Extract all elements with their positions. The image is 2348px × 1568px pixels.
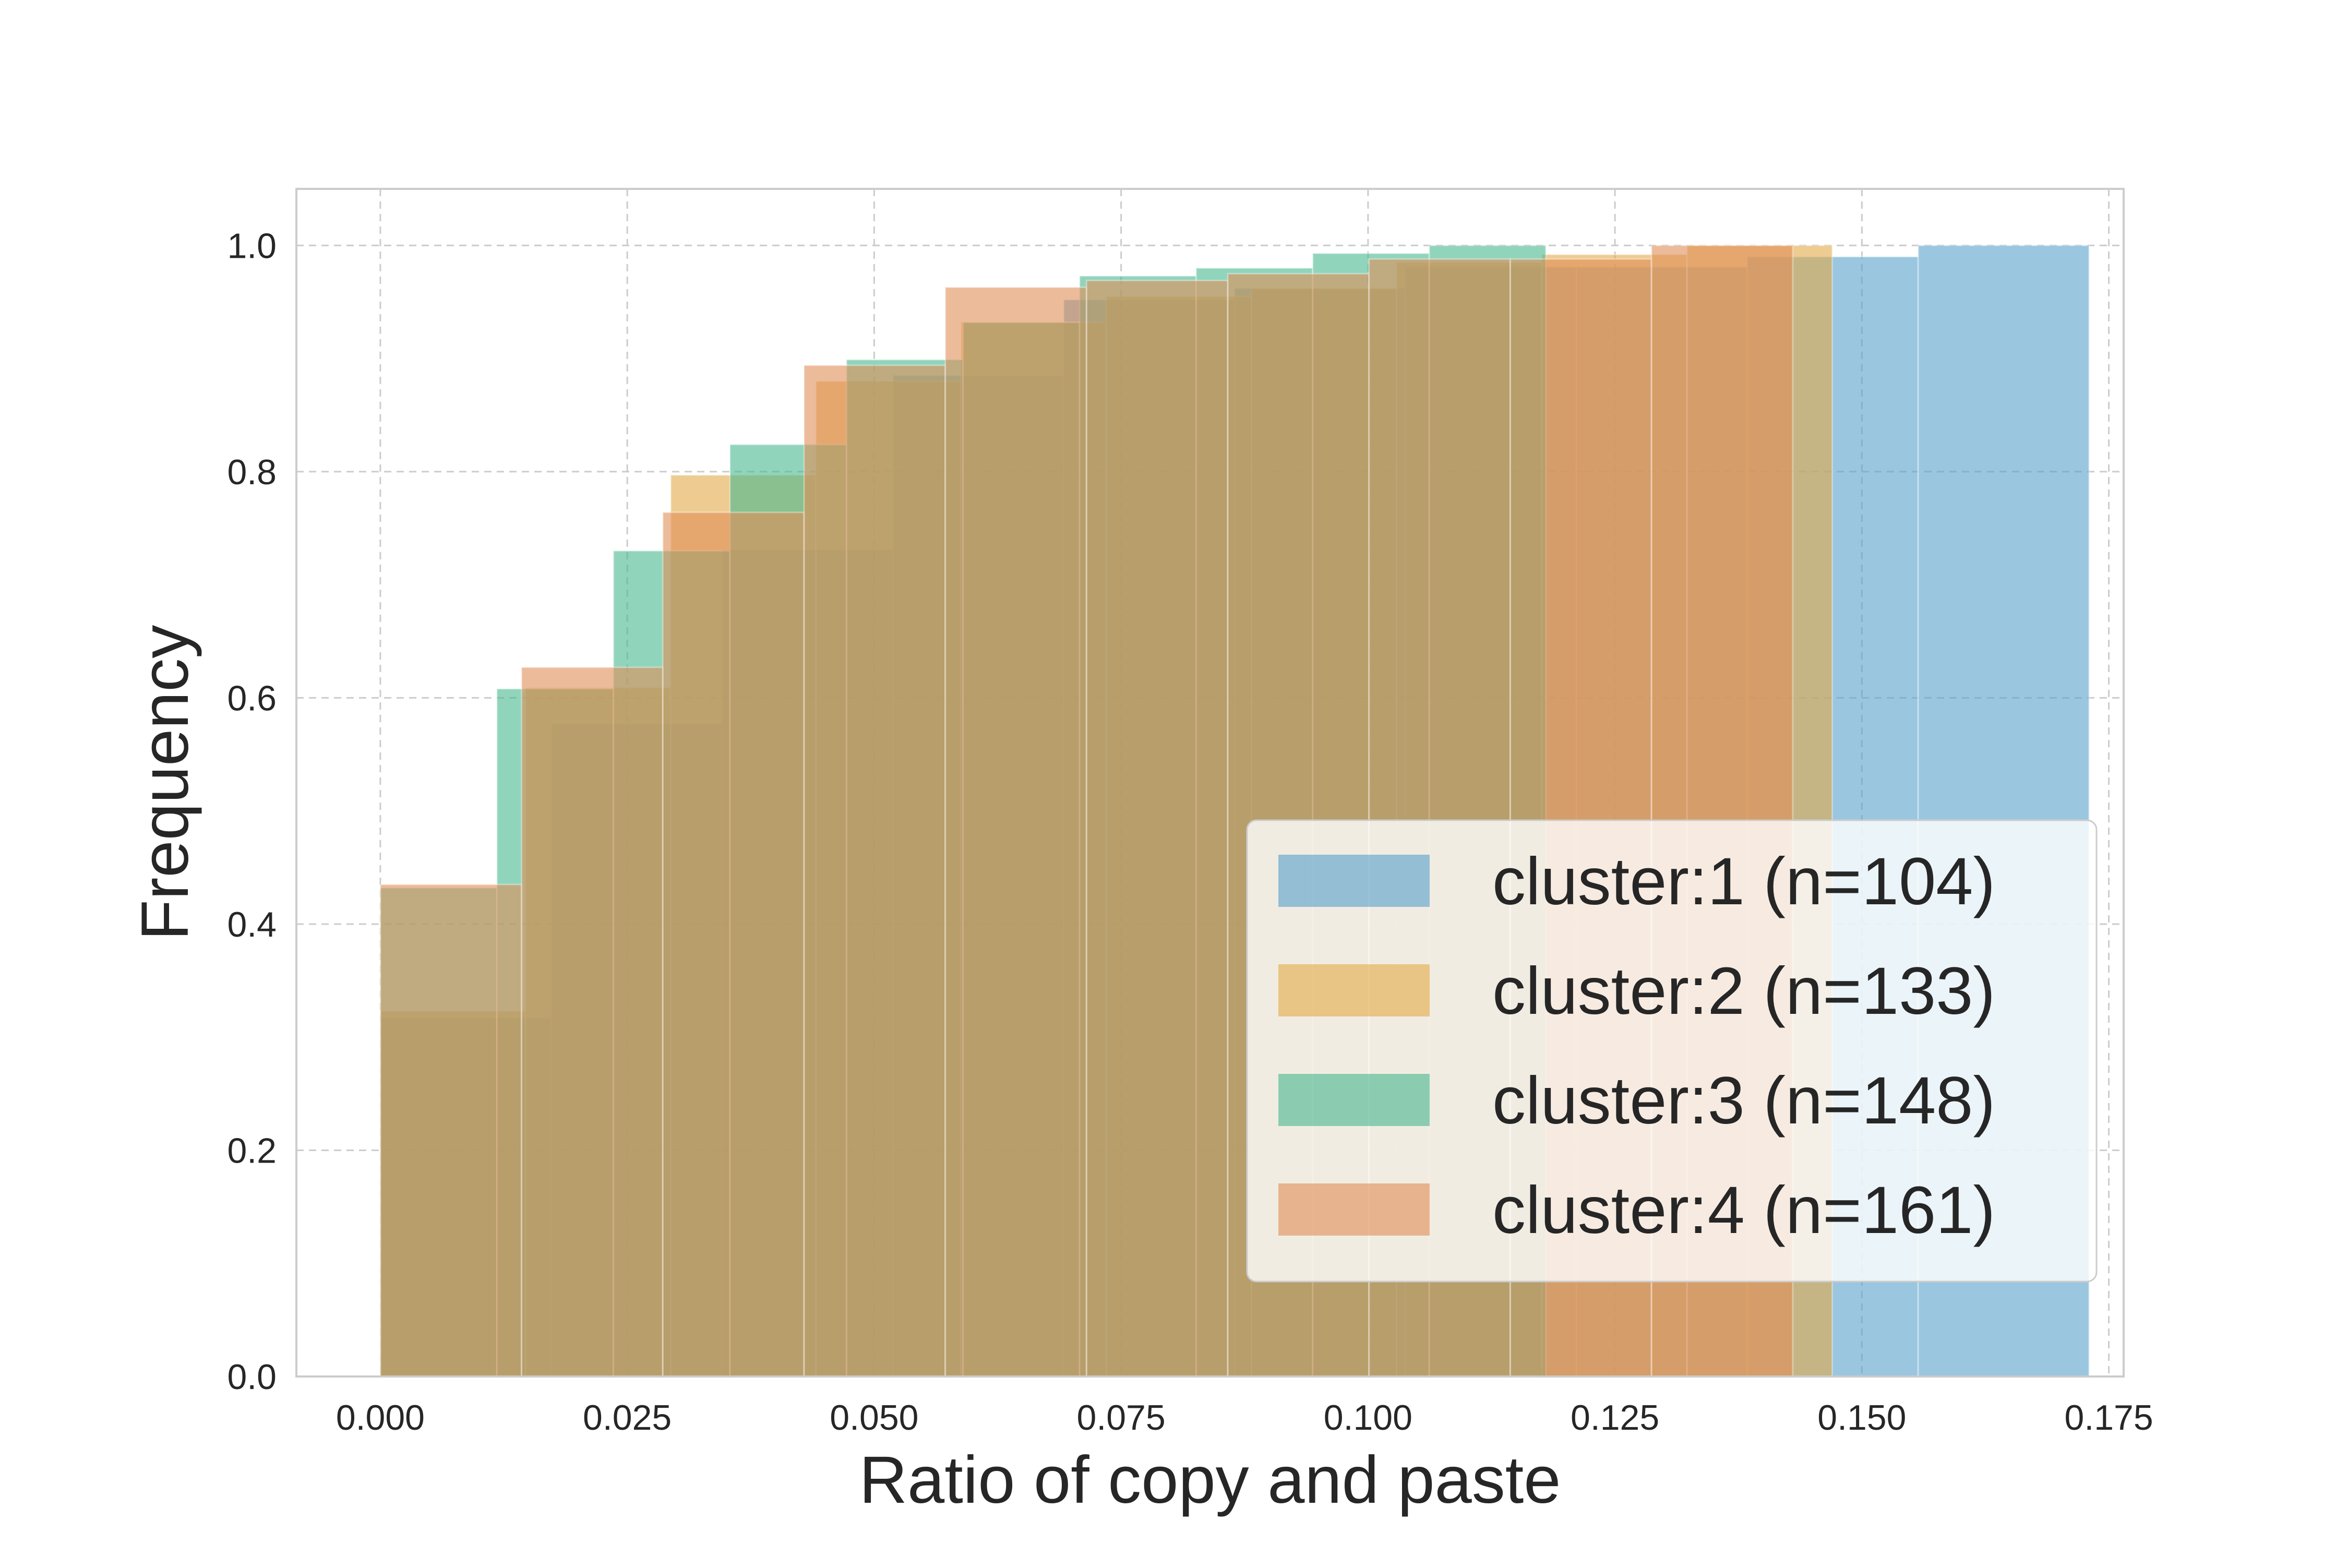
- legend-label: cluster:2 (n=133): [1492, 954, 1995, 1028]
- x-tick-label: 0.000: [336, 1398, 425, 1438]
- x-tick-label: 0.150: [1817, 1398, 1906, 1438]
- x-tick-label: 0.175: [2065, 1398, 2153, 1438]
- x-axis-title: Ratio of copy and paste: [859, 1443, 1561, 1517]
- legend-label: cluster:1 (n=104): [1492, 844, 1995, 919]
- y-tick-label: 0.2: [227, 1131, 277, 1170]
- x-tick-label: 0.050: [830, 1398, 918, 1438]
- histogram-bar: [521, 666, 664, 1378]
- y-axis-title: Frequency: [128, 625, 202, 941]
- legend-box: [1246, 819, 2098, 1283]
- histogram-bar: [803, 364, 947, 1378]
- histogram-bar: [379, 883, 523, 1378]
- legend-label: cluster:3 (n=148): [1492, 1063, 1995, 1138]
- y-tick-label: 0.6: [227, 678, 277, 718]
- x-tick-label: 0.025: [583, 1398, 672, 1438]
- y-tick-label: 0.0: [227, 1357, 277, 1397]
- x-tick-label: 0.100: [1324, 1398, 1412, 1438]
- x-tick-label: 0.075: [1077, 1398, 1166, 1438]
- y-tick-label: 0.8: [227, 452, 277, 492]
- histogram-bar: [1085, 280, 1229, 1378]
- y-tick-label: 1.0: [227, 226, 277, 266]
- legend-swatch: [1278, 855, 1430, 907]
- legend: cluster:1 (n=104) cluster:2 (n=133) cluste…: [1246, 819, 2098, 1283]
- histogram-bar: [662, 511, 805, 1378]
- legend-label: cluster:4 (n=161): [1492, 1173, 1995, 1248]
- legend-swatch: [1278, 1074, 1430, 1126]
- plot-frame: [295, 188, 2125, 1378]
- x-tick-label: 0.125: [1571, 1398, 1659, 1438]
- tick-labels: 0.000 0.025 0.050 0.075 0.100 0.125 0.150 0.175…: [227, 226, 2153, 1438]
- legend-swatch: [1278, 964, 1430, 1016]
- histogram-bar: [944, 286, 1087, 1378]
- y-tick-label: 0.4: [227, 905, 277, 944]
- legend-swatch: [1278, 1183, 1430, 1236]
